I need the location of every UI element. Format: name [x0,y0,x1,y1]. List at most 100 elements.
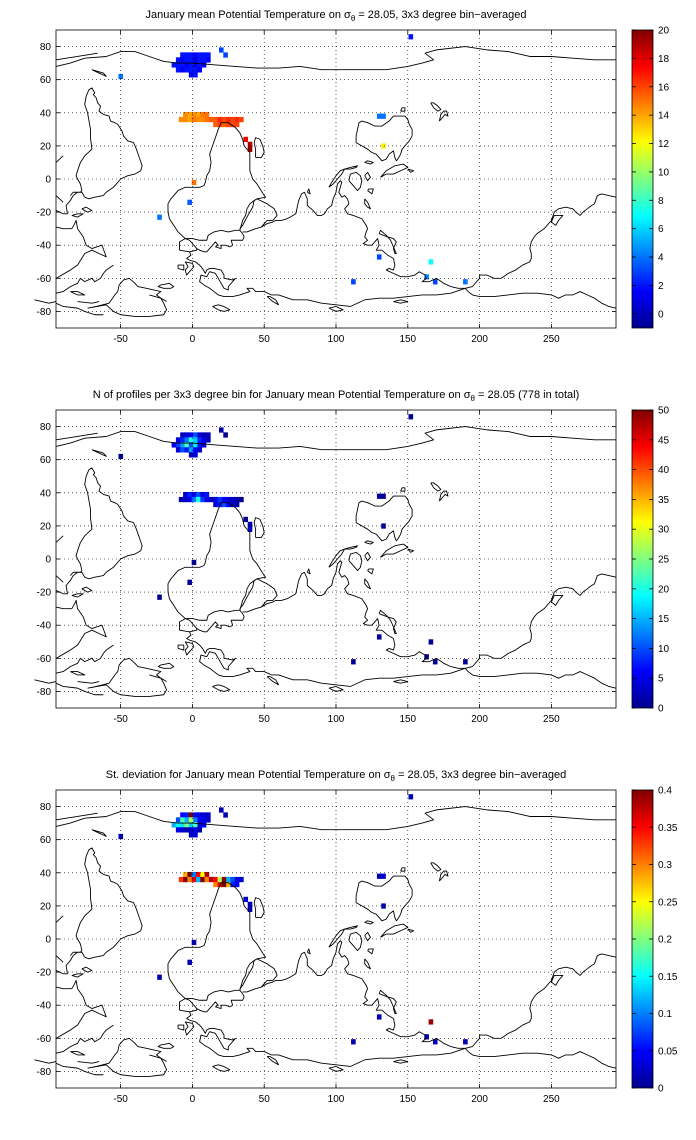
data-cell [226,116,231,123]
data-cell [118,833,124,840]
data-cell [197,447,203,453]
colorbar-tick-label: 6 [658,224,664,235]
x-tick-label: 250 [543,714,560,725]
data-cell [213,121,218,128]
y-tick-label: -60 [37,1034,52,1045]
data-cell [188,447,194,453]
colorbar-tick-label: 2 [658,281,664,292]
plot-frame [55,29,617,329]
colorbar-tick-label: 0.25 [658,897,678,908]
data-cell [428,639,434,645]
data-cell [201,437,207,443]
data-cell [188,452,194,458]
data-cell [200,876,205,883]
data-cell [221,496,227,503]
data-cell [191,491,197,498]
data-cell [230,121,236,128]
data-cell [208,116,214,123]
data-cell [208,876,214,883]
data-cell [408,794,414,800]
x-tick-label: 50 [259,334,271,345]
data-cell [187,199,192,205]
data-cell [234,116,240,123]
data-cell [223,812,228,818]
colorbar-tick-label: 12 [658,139,670,150]
x-tick-label: -50 [113,714,128,725]
chart-panel-1: January mean Potential Temperature on σθ… [33,9,670,345]
data-cell [217,501,223,508]
y-tick-label: -80 [37,1067,52,1078]
data-cell [187,111,192,118]
colorbar-tick-label: 20 [658,584,670,595]
colorbar-tick-label: 14 [658,111,670,122]
data-cell [193,72,198,78]
data-cell [204,111,210,118]
data-cell [188,67,194,73]
data-cell [201,432,207,438]
chart-title: N of profiles per 3x3 degree bin for Jan… [93,389,579,403]
data-cell [184,827,190,833]
data-cell [221,116,227,123]
data-cell [178,116,184,123]
data-cell [213,881,218,888]
data-cell [171,62,177,68]
data-cell [351,659,356,665]
chart-title-subscript: θ [351,14,356,23]
data-cell [204,491,210,498]
data-cell [191,559,197,566]
colorbar-tick-label: 50 [658,406,670,417]
data-cell [193,432,198,438]
data-cell [187,579,192,585]
data-cell [408,34,414,40]
data-cell [213,116,218,123]
data-cell [424,1034,429,1040]
data-cell [193,817,198,823]
data-cell [463,1039,468,1045]
data-cell [188,812,194,818]
colorbar-tick-label: 0 [658,1084,664,1095]
data-cell [193,67,198,73]
data-cell [200,116,205,123]
y-tick-label: -60 [37,654,52,665]
data-cell [183,871,188,878]
y-tick-label: -20 [37,588,52,599]
colorbar-tick-label: 30 [658,525,670,536]
data-cell [184,447,190,453]
data-cell [197,812,203,818]
x-tick-label: 100 [328,1094,345,1105]
x-tick-label: 150 [399,334,416,345]
data-cell [197,52,203,58]
x-tick-label: 150 [399,714,416,725]
y-tick-label: -80 [37,307,52,318]
data-cell [197,827,203,833]
data-cell [197,57,203,63]
data-cell [226,121,231,128]
data-cell [196,111,201,118]
y-tick-label: 20 [40,141,52,152]
data-cell [223,52,228,58]
data-cell [226,501,231,508]
data-cell [217,496,223,503]
x-tick-label: -50 [113,1094,128,1105]
data-cell [180,67,185,73]
data-cell [376,873,382,879]
x-tick-label: 250 [543,334,560,345]
data-cell [208,496,214,503]
data-cell [180,822,185,828]
data-cell [196,496,201,503]
x-tick-label: 50 [259,714,271,725]
data-cell [206,817,211,823]
data-cell [243,516,248,523]
data-cell [247,906,253,912]
data-cell [381,113,386,119]
y-tick-label: 40 [40,868,52,879]
data-cell [180,442,185,448]
data-cell [200,111,205,118]
colorbar-tick-label: 10 [658,644,670,655]
data-cell [187,871,192,878]
data-cell [175,437,181,443]
data-cell [180,827,185,833]
data-cell [178,496,184,503]
data-cell [184,817,190,823]
data-cell [201,62,207,68]
